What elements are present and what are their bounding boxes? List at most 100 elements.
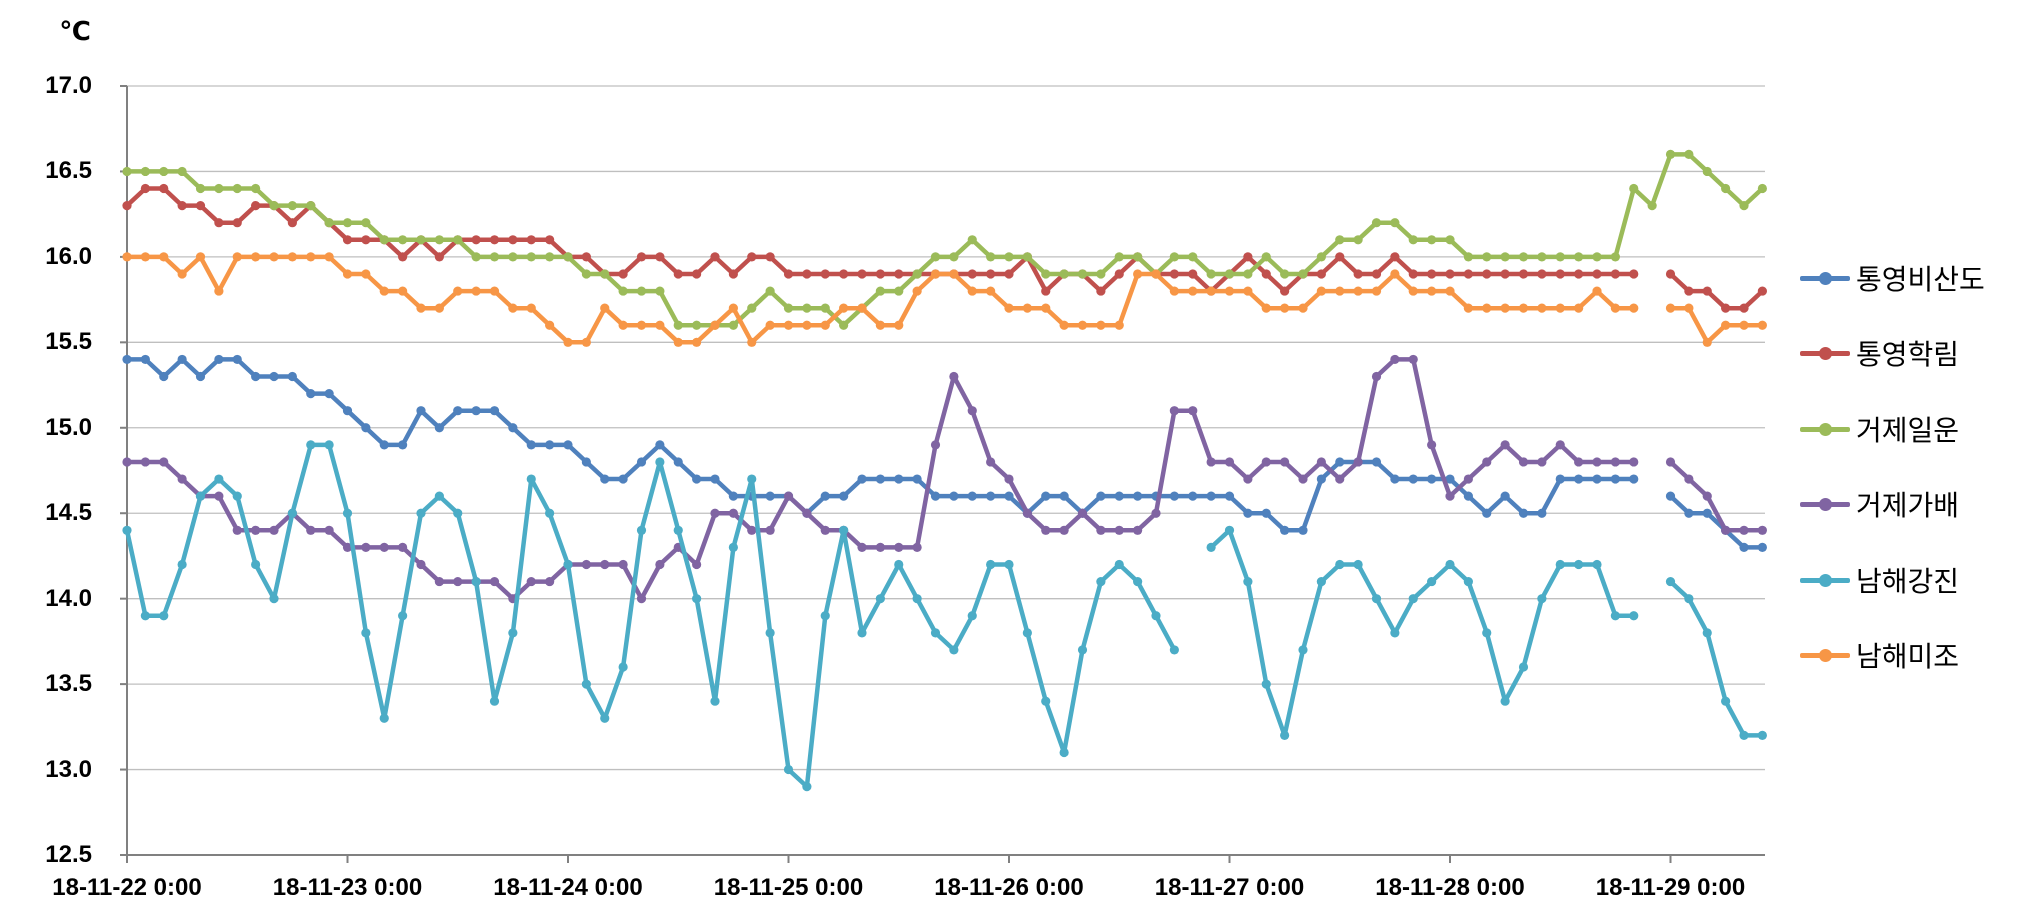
data-point-icon: [1592, 457, 1602, 467]
data-point-icon: [581, 269, 591, 279]
legend-item-label: 통영비산도: [1856, 264, 1985, 295]
data-point-icon: [379, 235, 389, 245]
data-point-icon: [251, 252, 261, 262]
data-point-icon: [894, 269, 904, 279]
data-point-icon: [1371, 371, 1382, 382]
data-point-icon: [1243, 252, 1253, 262]
data-point-icon: [986, 491, 996, 501]
data-point-icon: [949, 269, 959, 279]
data-point-icon: [839, 491, 849, 501]
data-point-icon: [1353, 286, 1363, 296]
data-point-icon: [1188, 252, 1198, 262]
data-point-icon: [710, 252, 720, 262]
data-point-icon: [159, 183, 169, 194]
data-point-icon: [1335, 252, 1345, 262]
data-point-icon: [839, 303, 849, 313]
data-point-icon: [526, 235, 536, 245]
data-point-icon: [1077, 269, 1088, 279]
data-point-icon: [1537, 303, 1547, 313]
data-point-icon: [306, 252, 316, 262]
legend-item-0: 통영비산도: [1800, 258, 1985, 298]
data-point-icon: [214, 218, 224, 228]
data-point-icon: [1335, 457, 1345, 467]
data-point-icon: [765, 320, 775, 330]
data-point-icon: [361, 542, 371, 553]
data-point-icon: [159, 252, 169, 262]
data-point-icon: [1702, 166, 1712, 177]
data-point-icon: [1629, 611, 1639, 621]
data-point-icon: [398, 440, 408, 450]
data-point-icon: [361, 423, 371, 433]
data-point-icon: [1482, 303, 1492, 313]
data-point-icon: [1555, 559, 1565, 570]
data-point-icon: [398, 611, 408, 621]
data-point-icon: [875, 542, 885, 553]
data-point-icon: [1537, 594, 1547, 604]
data-point-icon: [232, 252, 242, 262]
data-point-icon: [1721, 183, 1731, 194]
data-point-icon: [1224, 269, 1235, 279]
x-axis-tick-label: 18-11-22 0:00: [52, 874, 202, 901]
data-point-icon: [802, 303, 812, 313]
data-point-icon: [1482, 457, 1492, 467]
data-point-icon: [287, 508, 297, 518]
data-point-icon: [1702, 628, 1712, 638]
data-point-icon: [1261, 508, 1271, 518]
data-point-icon: [692, 474, 702, 484]
data-point-icon: [1684, 474, 1694, 484]
data-point-icon: [655, 440, 665, 450]
data-point-icon: [728, 320, 738, 330]
data-point-icon: [930, 252, 941, 262]
data-point-icon: [857, 269, 867, 279]
data-point-icon: [306, 389, 316, 399]
data-point-icon: [1518, 303, 1529, 313]
data-point-icon: [177, 559, 187, 570]
data-point-icon: [379, 713, 389, 723]
data-point-icon: [1665, 457, 1676, 467]
data-point-icon: [1482, 252, 1492, 262]
data-point-icon: [1316, 286, 1326, 296]
data-point-icon: [1408, 269, 1418, 279]
axes: [126, 86, 1672, 863]
data-point-icon: [1169, 491, 1179, 501]
data-point-icon: [508, 303, 518, 313]
data-point-icon: [1077, 508, 1088, 518]
data-point-icon: [453, 576, 463, 587]
data-point-icon: [1610, 252, 1620, 262]
data-point-icon: [839, 525, 849, 535]
data-point-icon: [342, 218, 353, 228]
data-point-icon: [324, 389, 334, 399]
data-point-icon: [1041, 303, 1051, 313]
data-point-icon: [177, 166, 187, 177]
data-point-icon: [747, 474, 757, 484]
data-point-icon: [1500, 303, 1510, 313]
data-point-icon: [1022, 508, 1032, 518]
data-point-icon: [453, 508, 463, 518]
data-point-icon: [1445, 269, 1455, 279]
data-point-icon: [820, 320, 830, 330]
data-point-icon: [1335, 235, 1345, 245]
data-point-icon: [912, 474, 922, 484]
data-point-icon: [1500, 440, 1510, 450]
data-point-icon: [1739, 320, 1749, 330]
data-point-icon: [1316, 252, 1326, 262]
data-point-icon: [342, 406, 353, 416]
data-point-icon: [159, 166, 169, 177]
series-line-4: [122, 440, 1767, 792]
data-point-icon: [1555, 269, 1565, 279]
data-point-icon: [177, 269, 187, 279]
data-point-icon: [1133, 576, 1143, 587]
data-point-icon: [1114, 320, 1124, 330]
data-point-icon: [894, 542, 904, 553]
data-point-icon: [912, 286, 922, 296]
data-point-icon: [416, 406, 426, 416]
data-point-icon: [1004, 269, 1014, 279]
data-point-icon: [1757, 320, 1767, 330]
data-point-icon: [728, 303, 738, 313]
data-point-icon: [545, 235, 555, 245]
data-point-icon: [710, 508, 720, 518]
data-point-icon: [1004, 491, 1014, 501]
data-point-icon: [232, 525, 242, 535]
data-point-icon: [618, 662, 628, 672]
data-point-icon: [1445, 235, 1455, 245]
